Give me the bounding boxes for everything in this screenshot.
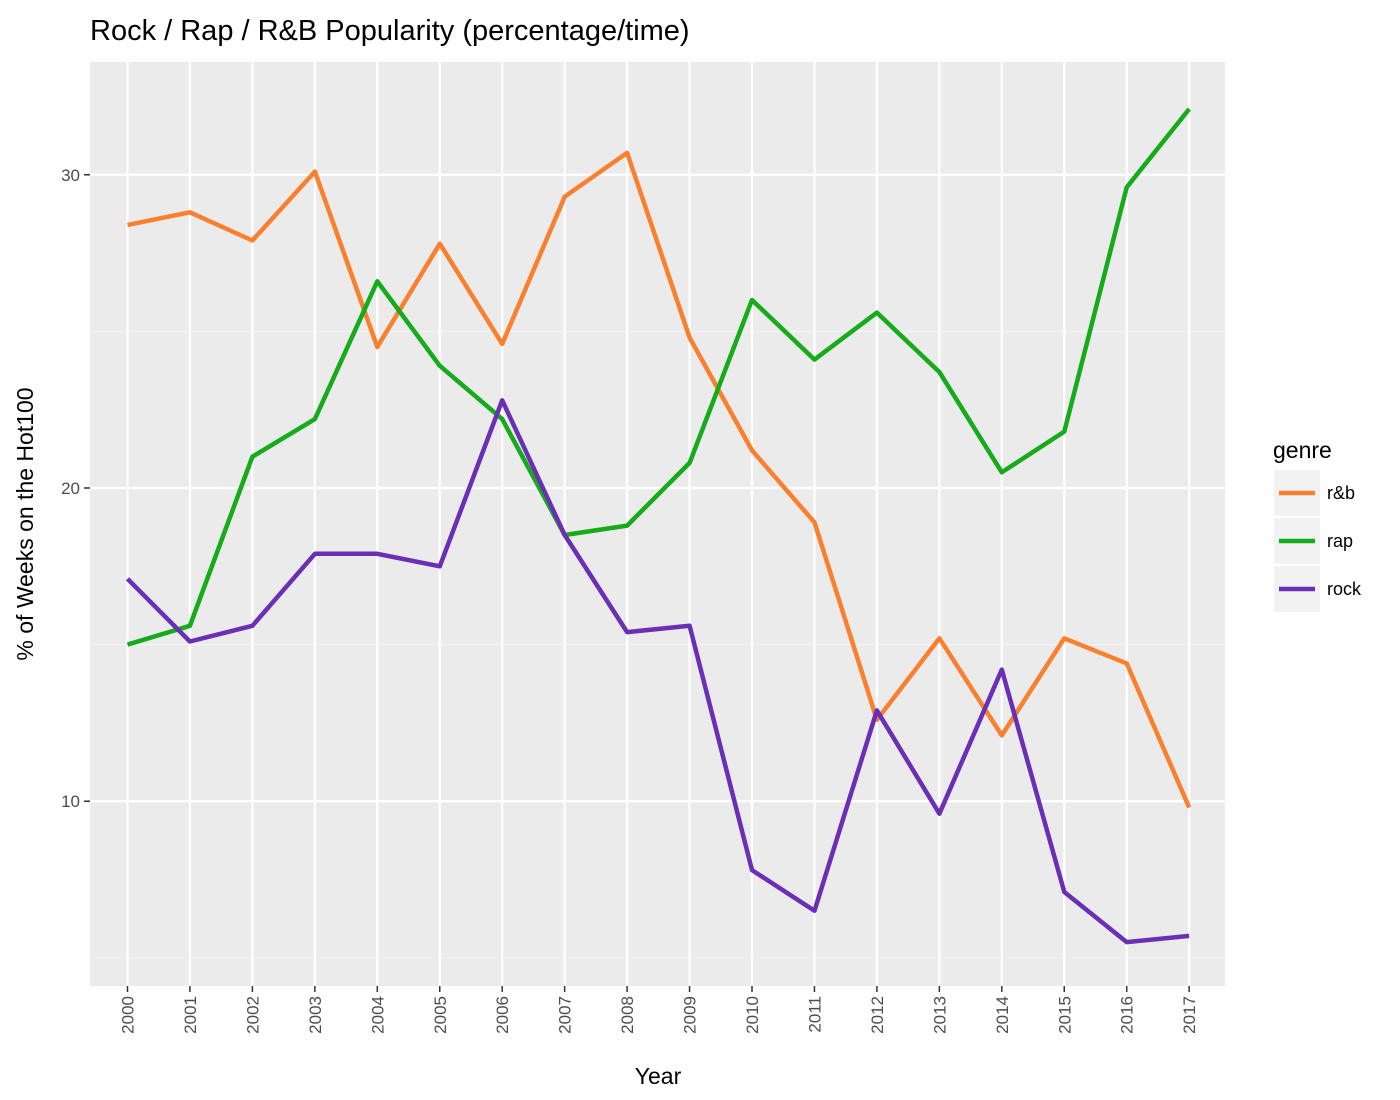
x-tick-label: 2016 xyxy=(1118,996,1137,1034)
y-tick-label: 20 xyxy=(61,479,80,498)
legend-title: genre xyxy=(1273,437,1332,463)
x-tick-label: 2008 xyxy=(618,996,637,1034)
x-tick-label: 2001 xyxy=(181,996,200,1034)
x-axis-title: Year xyxy=(635,1063,682,1089)
chart-title: Rock / Rap / R&B Popularity (percentage/… xyxy=(90,15,690,47)
x-tick-label: 2017 xyxy=(1180,996,1199,1034)
y-tick-label: 30 xyxy=(61,166,80,185)
x-tick-label: 2015 xyxy=(1055,996,1074,1034)
x-tick-label: 2007 xyxy=(556,996,575,1034)
legend-item-rock: rock xyxy=(1274,566,1362,612)
legend-label: rock xyxy=(1327,579,1362,599)
legend: genre r&b rap rock xyxy=(1273,437,1362,612)
legend-item-rap: rap xyxy=(1274,518,1353,564)
x-tick-label: 2002 xyxy=(243,996,262,1034)
series-line-r&b xyxy=(127,150,1192,809)
x-tick-label: 2010 xyxy=(743,996,762,1034)
x-tick-label: 2006 xyxy=(493,996,512,1034)
plot-panel xyxy=(90,62,1225,986)
series-line-rock xyxy=(125,398,1190,945)
legend-items: r&b rap rock xyxy=(1274,470,1362,612)
x-tick-label: 2012 xyxy=(868,996,887,1034)
x-tick-label: 2004 xyxy=(368,996,387,1034)
y-axis-title: % of Weeks on the Hot100 xyxy=(12,387,38,660)
x-tick-label: 2003 xyxy=(306,996,325,1034)
x-tick-label: 2000 xyxy=(119,996,138,1034)
legend-label: r&b xyxy=(1327,483,1355,503)
minor-gridlines xyxy=(90,330,1225,959)
y-tick-label: 10 xyxy=(61,792,80,811)
series-lines xyxy=(125,107,1192,945)
series-line-rap xyxy=(126,107,1191,647)
x-tick-label: 2005 xyxy=(431,996,450,1034)
x-tick-label: 2013 xyxy=(930,996,949,1034)
x-tick-label: 2014 xyxy=(993,996,1012,1034)
y-axis: 10 20 30 xyxy=(61,166,90,811)
x-tick-label: 2011 xyxy=(805,996,824,1033)
x-tick-label: 2009 xyxy=(681,996,700,1034)
legend-item-r&b: r&b xyxy=(1274,470,1355,516)
x-axis: 2000 2001 2002 2003 2004 2005 2006 2007 2008 2009… xyxy=(119,986,1199,1034)
legend-label: rap xyxy=(1327,531,1353,551)
